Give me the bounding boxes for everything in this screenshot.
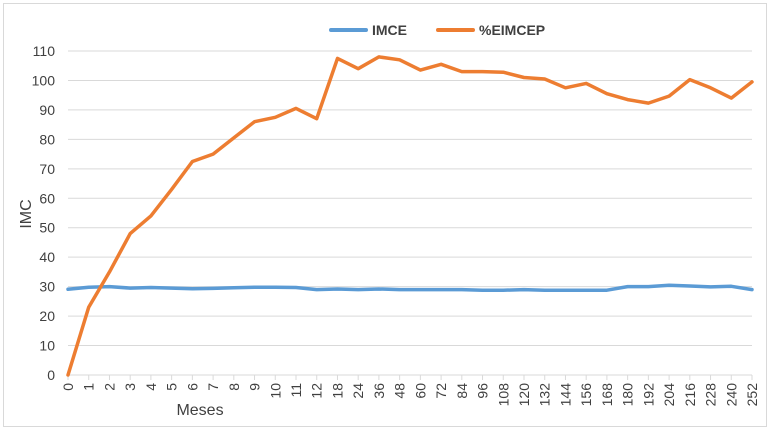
x-tick-label: 108 — [495, 383, 511, 407]
x-tick-label: 24 — [350, 383, 366, 399]
y-tick-label: 0 — [47, 367, 55, 383]
x-tick-label: 180 — [620, 383, 636, 407]
y-tick-label: 100 — [32, 72, 56, 88]
x-tick-label: 228 — [703, 383, 719, 407]
x-tick-label: 36 — [371, 383, 387, 399]
x-tick-label: 240 — [723, 383, 739, 407]
x-tick-label: 168 — [599, 383, 615, 407]
grid-lines — [68, 50, 752, 376]
x-tick-label: 120 — [516, 383, 532, 407]
y-tick-label: 110 — [33, 43, 56, 59]
y-tick-label: 40 — [39, 249, 55, 265]
x-tick-label: 10 — [267, 383, 283, 399]
x-tick-label: 72 — [433, 383, 449, 399]
x-tick-label: 4 — [143, 383, 159, 391]
x-tick-label: 7 — [205, 383, 221, 391]
x-tick-label: 204 — [661, 383, 677, 407]
series-line-eimcep — [66, 55, 754, 377]
x-tick-label: 6 — [184, 383, 200, 391]
x-axis-ticks: 0 1 2 3 4 5 6 7 8 9 10 11 12 18 24 36 48 60 72 84 96 108 120 13… — [60, 375, 760, 406]
y-tick-label: 70 — [39, 161, 55, 177]
x-tick-label: 11 — [288, 383, 304, 398]
y-axis-title: IMC — [18, 199, 35, 228]
x-tick-label: 2 — [101, 383, 117, 391]
x-tick-label: 60 — [412, 383, 428, 399]
y-tick-label: 10 — [39, 338, 55, 354]
y-tick-label: 20 — [39, 308, 55, 324]
x-tick-label: 3 — [122, 383, 138, 391]
y-tick-label: 90 — [39, 102, 55, 118]
legend-label: %EIMCEP — [479, 22, 545, 38]
series-line-imce — [66, 283, 754, 292]
legend-label: IMCE — [372, 22, 407, 38]
x-tick-label: 192 — [640, 383, 656, 407]
x-tick-label: 1 — [81, 383, 97, 391]
x-tick-label: 132 — [537, 383, 553, 407]
x-tick-label: 156 — [578, 383, 594, 407]
x-tick-label: 5 — [164, 383, 180, 391]
legend: IMCE %EIMCEP — [329, 22, 545, 38]
y-tick-label: 30 — [39, 279, 55, 295]
x-tick-label: 8 — [226, 383, 242, 391]
y-tick-label: 60 — [39, 190, 55, 206]
x-tick-label: 18 — [329, 383, 345, 399]
x-tick-label: 0 — [60, 383, 76, 391]
x-tick-label: 144 — [557, 383, 573, 407]
x-axis-title: Meses — [176, 402, 223, 419]
x-tick-label: 216 — [682, 383, 698, 407]
y-tick-label: 80 — [39, 131, 55, 147]
x-tick-label: 84 — [454, 383, 470, 399]
x-tick-label: 48 — [392, 383, 408, 399]
y-axis-ticks: 0 10 20 30 40 50 60 70 80 90 100 110 — [32, 43, 56, 383]
x-tick-label: 96 — [475, 383, 491, 399]
x-tick-label: 9 — [247, 383, 263, 391]
x-tick-label: 252 — [744, 383, 760, 407]
x-tick-label: 12 — [309, 383, 325, 399]
chart-area — [3, 3, 767, 427]
series-lines — [66, 55, 754, 377]
y-tick-label: 50 — [39, 220, 55, 236]
